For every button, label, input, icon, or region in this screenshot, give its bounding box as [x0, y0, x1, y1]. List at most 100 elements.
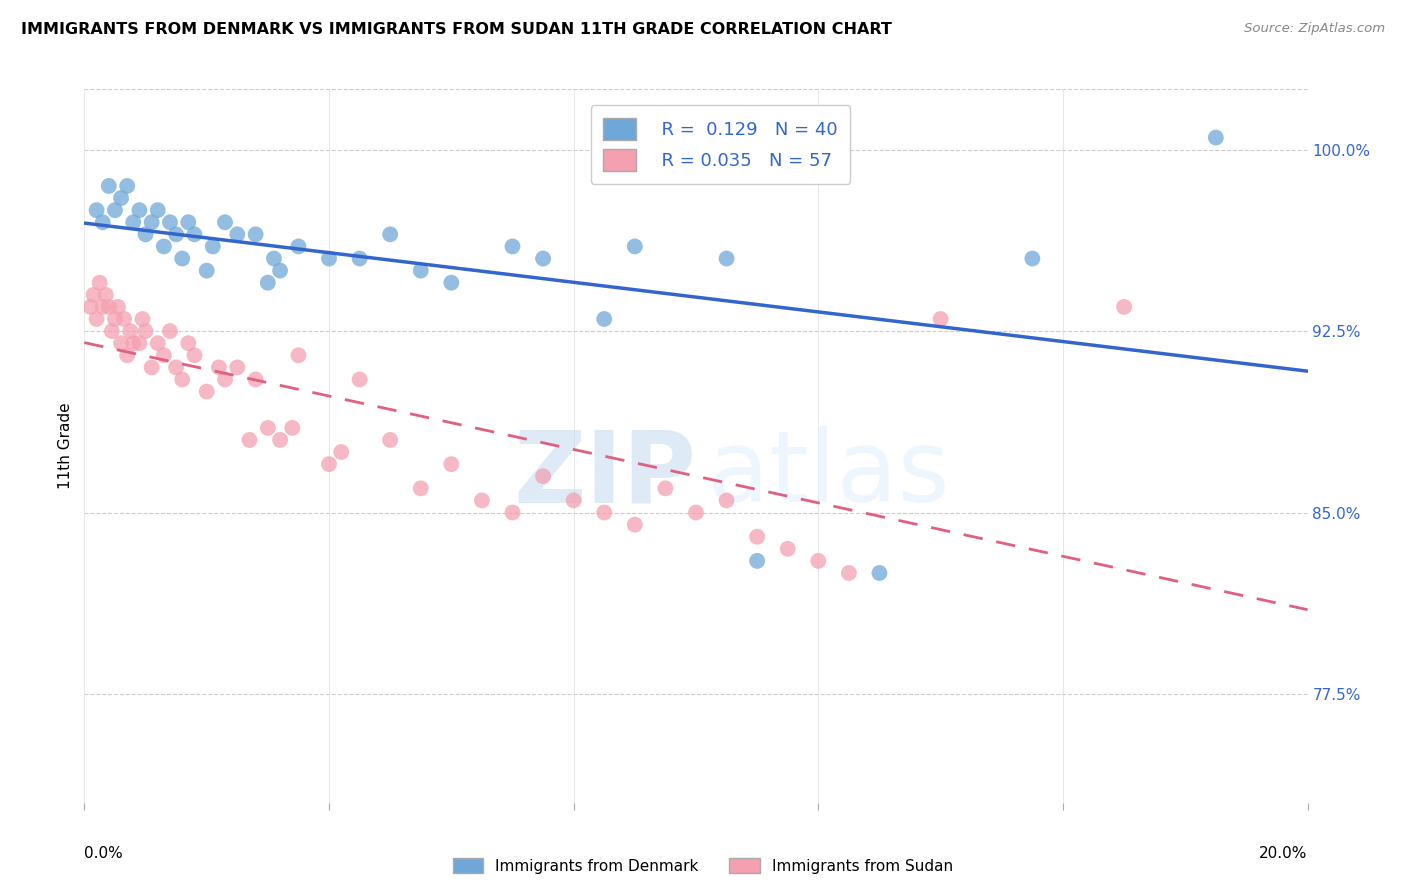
Point	[281, 421, 304, 435]
Point	[115, 178, 138, 193]
Point	[716, 493, 738, 508]
Point	[110, 191, 132, 205]
Point	[929, 312, 952, 326]
Point	[86, 203, 108, 218]
Point	[1205, 130, 1227, 145]
Point	[245, 227, 267, 242]
Point	[562, 493, 585, 508]
Point	[86, 312, 108, 326]
Point	[269, 263, 291, 277]
Point	[257, 276, 280, 290]
Point	[165, 227, 187, 242]
Point	[172, 252, 194, 266]
Point	[91, 300, 114, 314]
Point	[110, 336, 132, 351]
Point	[122, 215, 145, 229]
Point	[89, 276, 111, 290]
Point	[869, 566, 891, 580]
Point	[471, 493, 494, 508]
Point	[685, 506, 707, 520]
Point	[153, 239, 176, 253]
Point	[245, 372, 267, 386]
Point	[141, 360, 163, 375]
Point	[97, 178, 120, 193]
Point	[101, 324, 124, 338]
Point	[104, 312, 127, 326]
Point	[208, 360, 231, 375]
Point	[502, 506, 524, 520]
Point	[159, 324, 181, 338]
Point	[195, 384, 218, 399]
Point	[94, 288, 117, 302]
Text: ZIP: ZIP	[513, 426, 696, 523]
Point	[177, 215, 200, 229]
Point	[269, 433, 291, 447]
Point	[141, 215, 163, 229]
Point	[1021, 252, 1043, 266]
Point	[716, 252, 738, 266]
Point	[131, 312, 153, 326]
Point	[115, 348, 138, 362]
Point	[120, 324, 142, 338]
Point	[624, 239, 647, 253]
Point	[183, 348, 205, 362]
Point	[146, 203, 169, 218]
Point	[409, 481, 432, 495]
Point	[135, 324, 157, 338]
Point	[747, 554, 769, 568]
Point	[807, 554, 830, 568]
Point	[135, 227, 157, 242]
Legend: Immigrants from Denmark, Immigrants from Sudan: Immigrants from Denmark, Immigrants from…	[447, 852, 959, 880]
Point	[83, 288, 105, 302]
Point	[776, 541, 799, 556]
Point	[287, 348, 309, 362]
Point	[349, 372, 371, 386]
Y-axis label: 11th Grade: 11th Grade	[58, 402, 73, 490]
Point	[287, 239, 309, 253]
Point	[502, 239, 524, 253]
Point	[226, 360, 249, 375]
Point	[654, 481, 676, 495]
Point	[128, 336, 150, 351]
Point	[128, 203, 150, 218]
Point	[440, 276, 463, 290]
Point	[1114, 300, 1136, 314]
Point	[624, 517, 647, 532]
Point	[263, 252, 285, 266]
Point	[838, 566, 860, 580]
Point	[177, 336, 200, 351]
Point	[409, 263, 432, 277]
Point	[112, 312, 135, 326]
Point	[593, 506, 616, 520]
Point	[91, 215, 114, 229]
Point	[318, 457, 340, 471]
Point	[318, 252, 340, 266]
Point	[195, 263, 218, 277]
Point	[97, 300, 120, 314]
Text: atlas: atlas	[709, 426, 950, 523]
Text: Source: ZipAtlas.com: Source: ZipAtlas.com	[1244, 22, 1385, 36]
Point	[349, 252, 371, 266]
Point	[531, 252, 554, 266]
Legend:   R =  0.129   N = 40,   R = 0.035   N = 57: R = 0.129 N = 40, R = 0.035 N = 57	[591, 105, 851, 184]
Point	[257, 421, 280, 435]
Point	[79, 300, 101, 314]
Point	[183, 227, 205, 242]
Point	[104, 203, 127, 218]
Point	[380, 227, 402, 242]
Point	[531, 469, 554, 483]
Text: 0.0%: 0.0%	[84, 847, 124, 862]
Point	[747, 530, 769, 544]
Text: 20.0%: 20.0%	[1260, 847, 1308, 862]
Point	[593, 312, 616, 326]
Point	[214, 215, 236, 229]
Point	[330, 445, 353, 459]
Point	[153, 348, 176, 362]
Point	[226, 227, 249, 242]
Point	[172, 372, 194, 386]
Point	[122, 336, 145, 351]
Point	[146, 336, 169, 351]
Point	[380, 433, 402, 447]
Point	[201, 239, 224, 253]
Point	[238, 433, 260, 447]
